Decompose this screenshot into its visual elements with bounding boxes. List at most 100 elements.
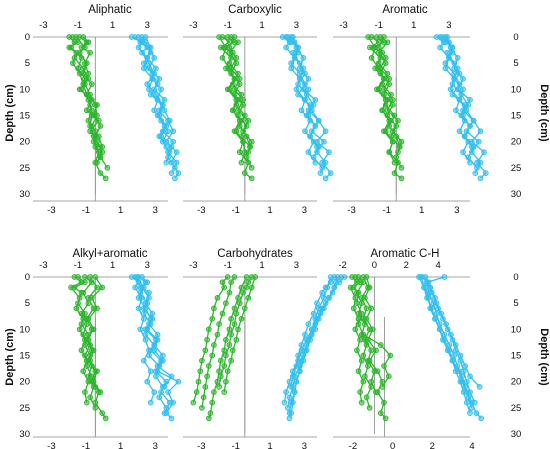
point-5-10-10 [296, 368, 303, 375]
point-4-7-13 [156, 394, 163, 401]
point-2-6-5 [288, 65, 295, 72]
point-6-9-6 [438, 310, 445, 317]
point-2-1-14 [238, 159, 245, 166]
point-1-4-8 [94, 102, 100, 108]
point-3-9-4 [444, 49, 451, 56]
point-3-4-3 [370, 44, 377, 51]
point-2-4-9 [233, 102, 240, 108]
left-depth-tick-2-0: 0 [25, 272, 30, 283]
panel-title-2: Carboxylic [228, 4, 282, 16]
point-5-10-3 [321, 295, 327, 301]
top-tick-1--1: -1 [74, 20, 82, 31]
bottom-tick-6--2: -2 [349, 441, 357, 449]
point-1-10-15 [172, 175, 178, 182]
point-1-9-7 [144, 81, 151, 87]
point-5-2-2 [228, 279, 234, 286]
point-1-9-4 [139, 49, 145, 56]
point-4-6-3 [132, 284, 138, 291]
point-6-10-11 [459, 378, 465, 385]
point-5-10-2 [324, 284, 331, 291]
point-5-9-6 [310, 310, 317, 317]
point-5-1-1 [224, 274, 231, 280]
point-1-5-1 [73, 34, 80, 40]
top-tick-3-3: 3 [446, 20, 451, 31]
point-3-10-13 [474, 159, 480, 166]
point-5-8-3 [326, 295, 332, 301]
point-1-8-6 [158, 86, 164, 93]
point-2-9-10 [305, 112, 312, 119]
point-1-9-8 [153, 91, 159, 98]
point-1-7-13 [165, 154, 171, 161]
point-6-10-12 [463, 389, 470, 395]
point-1-5-7 [88, 96, 95, 103]
panel-4: Alkyl+aromatic -3 -1 1 3 -3 -1 1 3 [33, 248, 182, 449]
point-2-10-8 [305, 107, 312, 114]
point-5-3-13 [209, 399, 216, 406]
point-2-4-1 [224, 34, 231, 40]
point-5-1-7 [205, 326, 212, 333]
point-2-9-7 [295, 81, 301, 87]
point-5-5-4 [241, 305, 248, 312]
point-4-1-11 [80, 368, 87, 375]
point-5-10-11 [293, 378, 300, 385]
left-ylabel-bottom: Depth (cm) [4, 328, 16, 386]
point-3-9-11 [467, 123, 473, 129]
point-6-1-7 [352, 326, 359, 333]
point-6-9-13 [476, 384, 483, 390]
point-5-10-8 [302, 347, 308, 354]
point-5-1-13 [193, 389, 200, 395]
point-3-9-10 [460, 112, 466, 119]
point-3-5-11 [398, 138, 405, 145]
point-3-5-2 [375, 44, 382, 51]
panel-2: Carboxylic -3 -1 1 3 -3 -1 1 3 [183, 4, 334, 216]
point-2-9-11 [312, 123, 319, 129]
point-6-4-2 [357, 279, 363, 286]
point-6-2-13 [363, 394, 370, 401]
point-5-2-8 [211, 342, 217, 348]
point-2-4-3 [221, 44, 228, 51]
point-5-2-10 [205, 363, 212, 369]
point-4-9-13 [161, 384, 168, 390]
point-3-6-3 [437, 44, 443, 51]
point-2-6-13 [305, 149, 312, 155]
point-5-5-7 [233, 336, 240, 343]
right-depth-tick-2-30: 30 [511, 429, 522, 440]
point-5-5-3 [245, 295, 252, 301]
point-6-7-9 [451, 352, 457, 359]
point-2-2-14 [248, 164, 255, 171]
point-2-8-11 [321, 138, 327, 145]
point-3-9-13 [468, 144, 475, 150]
right-depth-tick-1-30: 30 [511, 189, 522, 200]
point-6-4-5 [354, 300, 360, 307]
point-3-8-7 [456, 96, 463, 103]
point-5-9-5 [314, 300, 320, 307]
point-5-4-8 [228, 331, 234, 338]
point-1-6-3 [135, 44, 142, 51]
point-5-4-10 [223, 352, 229, 359]
point-1-8-12 [165, 149, 171, 155]
point-4-6-14 [147, 399, 154, 406]
bottom-tick-4--1: -1 [82, 441, 90, 449]
point-3-3-8 [379, 107, 386, 114]
bottom-tick-5--1: -1 [231, 441, 239, 449]
point-5-3-1 [243, 274, 250, 280]
bottom-tick-1--3: -3 [47, 205, 55, 216]
point-5-4-7 [231, 321, 238, 327]
point-6-5-4 [363, 305, 370, 312]
left-ylabel-top: Depth (cm) [4, 84, 16, 142]
point-2-3-3 [219, 55, 226, 61]
point-3-10-6 [454, 86, 461, 93]
right-depth-tick-1-25: 25 [511, 163, 522, 174]
point-4-5-1 [87, 274, 93, 280]
left-depth-tick-2-15: 15 [19, 351, 30, 362]
point-1-5-6 [76, 86, 83, 93]
point-3-10-11 [468, 138, 475, 145]
point-3-10-15 [477, 175, 484, 182]
point-1-8-14 [168, 170, 175, 176]
right-ylabel-bottom: Depth (cm) [538, 328, 550, 386]
point-4-1-9 [78, 347, 85, 354]
point-6-9-9 [452, 342, 459, 348]
point-5-1-12 [195, 378, 202, 385]
point-5-2-4 [223, 300, 229, 307]
point-1-8-11 [170, 138, 177, 145]
